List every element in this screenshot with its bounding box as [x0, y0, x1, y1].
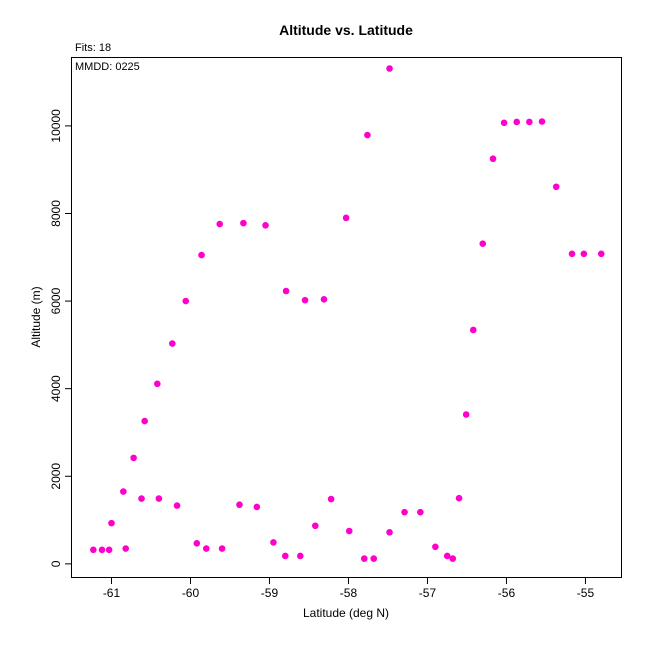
- data-point: [449, 555, 457, 562]
- data-point: [513, 118, 521, 126]
- x-tick-label: -60: [182, 586, 200, 600]
- data-point: [500, 119, 508, 127]
- x-axis: -61 -60 -59 -58 -57 -56 -55: [103, 577, 595, 600]
- data-point: [345, 527, 353, 535]
- data-point: [154, 380, 161, 388]
- y-tick-label: 2000: [49, 463, 63, 490]
- data-point: [327, 495, 335, 503]
- data-point: [443, 552, 451, 560]
- data-point: [216, 220, 224, 228]
- x-tick-label: -57: [419, 586, 437, 600]
- x-axis-label: Latitude (deg N): [303, 606, 389, 620]
- data-point: [580, 250, 588, 258]
- data-point: [417, 508, 424, 516]
- data-point: [105, 546, 113, 554]
- data-point: [218, 545, 226, 552]
- data-point: [198, 251, 205, 259]
- data-point: [370, 555, 378, 562]
- data-point: [538, 118, 546, 125]
- data-point: [311, 522, 319, 530]
- data-point: [320, 296, 328, 303]
- data-point: [240, 219, 247, 227]
- mmdd-annotation: MMDD: 0225: [75, 61, 140, 73]
- y-axis-label: Altitude (m): [29, 286, 43, 347]
- data-point: [262, 222, 269, 229]
- x-tick-label: -61: [103, 586, 121, 600]
- data-point: [364, 131, 371, 139]
- data-point: [296, 552, 304, 560]
- data-point: [386, 529, 393, 536]
- y-tick-label: 8000: [49, 200, 63, 227]
- data-point: [526, 118, 533, 126]
- data-point: [141, 417, 148, 425]
- data-point: [386, 65, 393, 72]
- data-point: [479, 240, 487, 248]
- data-point: [455, 494, 463, 502]
- data-point: [122, 545, 130, 552]
- plot-area-frame: [71, 57, 622, 578]
- chart-title: Altitude vs. Latitude: [279, 22, 413, 38]
- data-point: [90, 546, 97, 554]
- data-point: [138, 495, 145, 502]
- data-point: [469, 326, 477, 334]
- x-tick-label: -59: [261, 586, 279, 600]
- data-point: [169, 340, 176, 347]
- data-point: [568, 250, 576, 258]
- data-points: [90, 65, 605, 562]
- x-tick-label: -55: [577, 586, 595, 600]
- y-tick-label: 10000: [49, 109, 63, 143]
- y-tick-label: 6000: [49, 287, 63, 314]
- data-point: [155, 495, 163, 502]
- fits-annotation: Fits: 18: [75, 42, 111, 54]
- data-point: [253, 503, 261, 511]
- data-point: [462, 411, 470, 418]
- data-point: [342, 214, 350, 222]
- y-axis: 0 2000 4000 6000 8000 10000: [49, 109, 72, 567]
- data-point: [98, 546, 106, 554]
- data-point: [301, 296, 309, 304]
- x-tick-label: -56: [498, 586, 516, 600]
- data-point: [270, 539, 277, 546]
- data-point: [401, 508, 408, 516]
- data-point: [108, 519, 115, 527]
- data-point: [236, 501, 243, 509]
- data-point: [193, 539, 201, 547]
- data-point: [120, 488, 127, 495]
- y-tick-label: 4000: [49, 375, 63, 402]
- data-point: [130, 454, 137, 462]
- y-tick-label: 0: [49, 560, 63, 567]
- data-point: [489, 155, 497, 163]
- data-point: [360, 555, 368, 562]
- data-point: [432, 543, 439, 551]
- data-point: [552, 183, 560, 191]
- data-point: [597, 250, 605, 258]
- data-point: [202, 545, 210, 552]
- data-point: [282, 287, 290, 295]
- data-point: [173, 502, 181, 509]
- data-point: [281, 552, 289, 560]
- x-tick-label: -58: [340, 586, 358, 600]
- data-point: [182, 297, 190, 305]
